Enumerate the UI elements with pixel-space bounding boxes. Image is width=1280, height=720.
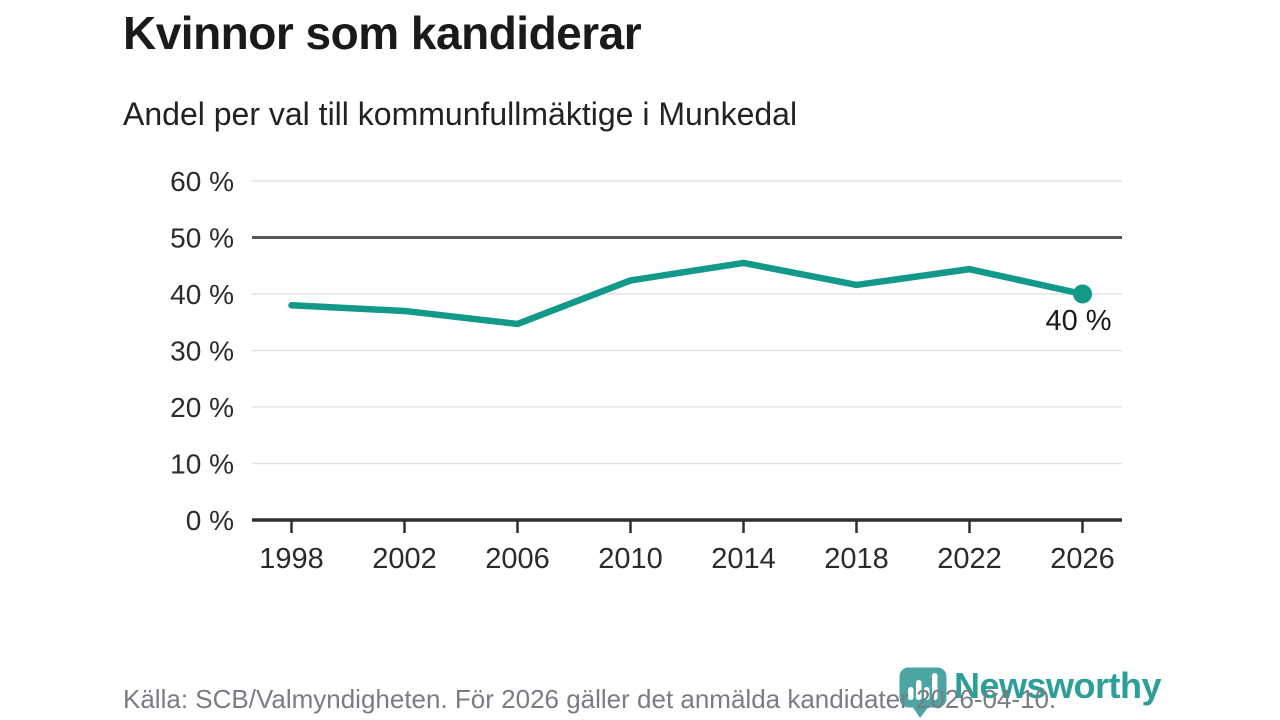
- newsworthy-logo: Newsworthy: [899, 665, 1162, 719]
- newsworthy-wordmark: Newsworthy: [954, 665, 1162, 706]
- data-line: [288, 259, 1086, 328]
- y-axis-tick-label: 50 %: [170, 223, 234, 254]
- x-axis-tick-label: 2014: [711, 543, 776, 575]
- end-point-label: 40 %: [1045, 305, 1111, 337]
- x-axis-tick-label: 2022: [937, 543, 1002, 575]
- end-point-marker: [1073, 284, 1092, 304]
- x-axis-tick-label: 2002: [372, 543, 437, 575]
- source-note: Källa: SCB/Valmyndigheten. För 2026 gäll…: [123, 684, 1057, 714]
- y-axis-tick-label: 60 %: [170, 166, 234, 197]
- x-axis-tick-label: 2006: [485, 543, 550, 575]
- y-axis-tick-label: 10 %: [170, 449, 234, 480]
- newsworthy-logo-icon: [899, 667, 947, 718]
- y-axis-tick-label: 40 %: [170, 279, 234, 310]
- page-subtitle: Andel per val till kommunfullmäktige i M…: [123, 96, 798, 132]
- x-axis-tick-label: 1998: [259, 543, 324, 575]
- y-axis-tick-label: 30 %: [170, 336, 234, 367]
- y-axis-tick-label: 20 %: [170, 392, 234, 423]
- page-title: Kvinnor som kandiderar: [123, 7, 642, 59]
- x-axis-tick-label: 2018: [824, 543, 889, 575]
- y-axis-tick-label: 0 %: [186, 505, 234, 536]
- x-axis-tick-label: 2026: [1050, 543, 1115, 575]
- x-axis-tick-label: 2010: [598, 543, 663, 575]
